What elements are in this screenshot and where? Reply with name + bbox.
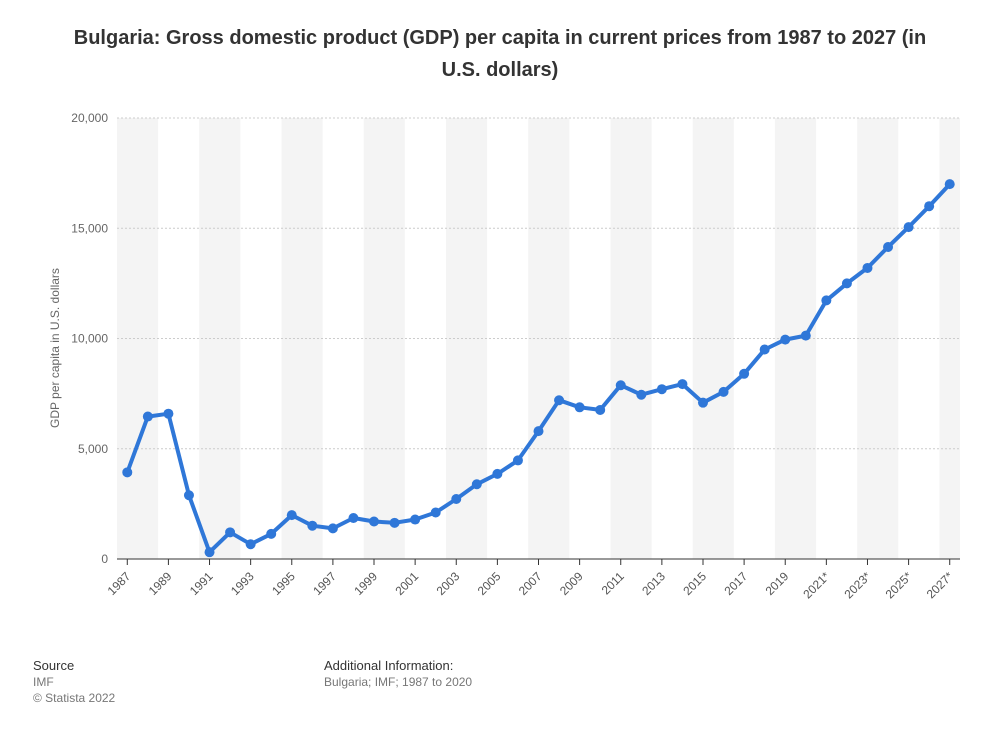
y-tick-label: 20,000 [71,111,108,125]
y-tick-label: 10,000 [71,332,108,346]
source-block: Source IMF © Statista 2022 [33,657,115,706]
data-point [266,528,277,539]
data-point [554,395,565,406]
y-axis-ticks: 0 5,000 10,000 15,000 20,000 [71,111,108,566]
x-tick-label: 1987 [105,569,134,598]
y-tick-label: 0 [101,552,108,566]
data-point [862,262,873,273]
data-point [883,241,894,252]
data-point [492,468,503,479]
data-point [759,344,770,355]
x-tick-label: 1997 [310,569,339,598]
x-tick-label: 2027* [924,569,956,601]
x-tick-label: 2005 [475,569,504,598]
x-tick-label: 2013 [639,569,668,598]
data-point [327,523,338,534]
x-tick-label: 2023* [842,569,874,601]
data-point [574,402,585,413]
data-point [163,408,174,419]
x-tick-label: 1989 [146,569,175,598]
x-tick-label: 2017 [721,569,750,598]
data-point [348,512,359,523]
data-point [615,380,626,391]
x-tick-label: 2021* [800,569,832,601]
source-value: IMF [33,675,54,689]
data-point [718,386,729,397]
data-point [821,295,832,306]
data-point [183,490,194,501]
data-point [636,389,647,400]
x-tick-label: 2007 [516,569,545,598]
data-point [307,520,318,531]
data-points [122,179,955,558]
x-tick-label: 2019 [763,569,792,598]
data-point [122,467,133,478]
x-tick-label: 1995 [269,569,298,598]
data-point [286,510,297,521]
data-point [389,517,400,528]
x-tick-label: 1999 [351,569,380,598]
data-point [697,397,708,408]
x-tick-label: 2003 [434,569,463,598]
x-tick-label: 2011 [599,569,627,597]
y-axis-label: GDP per capita in U.S. dollars [48,268,62,428]
x-tick-label: 2009 [557,569,586,598]
data-point [410,514,421,525]
x-axis-ticks: 1987 1989 1991 1993 1995 1997 1999 2001 2003 2005… [105,559,956,601]
data-point [903,222,914,233]
data-point [245,539,256,550]
data-point [800,330,811,341]
additional-info-block: Additional Information: Bulgaria; IMF; 1… [324,657,472,690]
chart-title: Bulgaria: Gross domestic product (GDP) p… [73,27,927,81]
data-point [739,368,750,379]
additional-info-value: Bulgaria; IMF; 1987 to 2020 [324,675,473,689]
data-point [142,411,153,422]
x-tick-label: 1991 [187,569,216,598]
data-point [225,527,236,538]
data-point [533,426,544,437]
data-point [451,494,462,505]
data-point [656,384,667,395]
data-point [430,507,441,518]
data-point [369,516,380,527]
gridlines [117,117,960,450]
additional-info-label: Additional Information: [324,658,454,673]
data-point [924,201,935,212]
source-label: Source [33,658,75,673]
x-tick-label: 2025* [883,569,915,601]
copyright-text: © Statista 2022 [33,691,116,705]
data-point [677,379,688,390]
data-point [595,404,606,415]
data-point [471,479,482,490]
x-tick-label: 2015 [680,569,709,598]
data-point [841,278,852,289]
x-tick-label: 2001 [392,569,421,598]
y-tick-label: 15,000 [71,221,108,235]
data-point [944,179,955,190]
y-axis-title: GDP per capita in U.S. dollars [8,268,108,428]
data-point [780,334,791,345]
x-tick-label: 1993 [228,569,257,598]
y-tick-label: 5,000 [78,442,108,456]
data-point [512,455,523,466]
data-point [204,547,215,558]
